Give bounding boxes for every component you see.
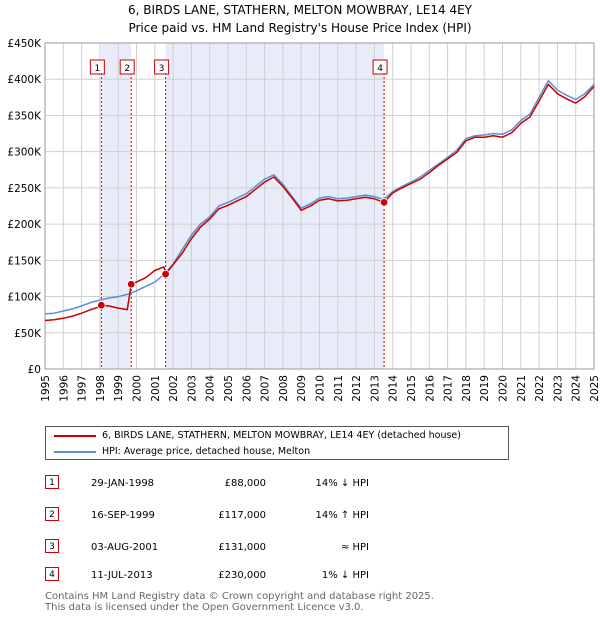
y-tick-label: £350K: [7, 110, 42, 122]
y-tick-label: £300K: [7, 147, 42, 159]
transaction-date: 03-AUG-2001: [91, 542, 159, 553]
x-tick-label: 2018: [461, 375, 473, 402]
x-tick-label: 2015: [406, 375, 418, 402]
legend-swatch-property: [54, 435, 96, 437]
sale-label-box: [89, 59, 105, 75]
transaction-price: £230,000: [218, 570, 266, 581]
x-tick-label: 2012: [351, 375, 363, 402]
x-tick-label: 2025: [589, 375, 600, 402]
y-tick-label: £150K: [7, 255, 42, 267]
sale-label-text: 3: [159, 64, 165, 74]
transaction-row: 3 03-AUG-2001 £131,000 ≈ HPI: [0, 539, 600, 557]
sale-label-box: [372, 59, 388, 75]
property-series-line: [44, 83, 595, 322]
transaction-vs-hpi: ≈ HPI: [340, 542, 369, 553]
x-tick-label: 1999: [113, 375, 125, 402]
sale-point: [97, 301, 106, 310]
transaction-price: £88,000: [224, 478, 266, 489]
transaction-price: £117,000: [218, 510, 266, 521]
y-tick-label: £0: [28, 364, 41, 376]
x-tick-label: 2006: [241, 375, 253, 402]
transaction-date: 29-JAN-1998: [91, 478, 155, 489]
x-tick-label: 2007: [260, 375, 272, 402]
legend: 6, BIRDS LANE, STATHERN, MELTON MOWBRAY,…: [45, 426, 509, 460]
transaction-price: £131,000: [218, 542, 266, 553]
x-tick-label: 2009: [296, 375, 308, 402]
legend-label-property: 6, BIRDS LANE, STATHERN, MELTON MOWBRAY,…: [102, 430, 461, 441]
sale-label-box: [154, 59, 170, 75]
footer-copyright: Contains HM Land Registry data © Crown c…: [45, 591, 434, 602]
x-tick-label: 2011: [333, 375, 345, 402]
transaction-row: 1 29-JAN-1998 £88,000 14% ↓ HPI: [0, 475, 600, 493]
plot-border: [44, 42, 595, 370]
transaction-number: 3: [45, 539, 59, 553]
x-tick-label: 2021: [516, 375, 528, 402]
transaction-vs-hpi: 1% ↓ HPI: [321, 570, 369, 581]
y-tick-label: £200K: [7, 219, 42, 231]
x-tick-label: 2023: [552, 375, 564, 402]
transaction-vs-hpi: 14% ↓ HPI: [315, 478, 369, 489]
x-tick-label: 1997: [77, 375, 89, 402]
y-tick-label: £400K: [7, 74, 42, 86]
transaction-date: 11-JUL-2013: [91, 570, 153, 581]
x-tick-label: 1998: [95, 375, 107, 402]
x-tick-label: 2002: [168, 375, 180, 402]
y-tick-label: £100K: [7, 292, 42, 304]
x-tick-label: 1995: [40, 375, 52, 402]
shaded-range: [165, 43, 385, 369]
price-chart: 1 2 3 4 £0 £50K £100K £150K £200K £250K £300K £350K…: [7, 38, 600, 402]
x-tick-label: 2000: [132, 375, 144, 402]
x-tick-label: 2024: [571, 375, 583, 402]
transaction-number: 2: [45, 507, 59, 521]
y-tick-label: £50K: [14, 328, 42, 340]
shaded-range: [101, 43, 132, 369]
x-tick-label: 2016: [424, 375, 436, 402]
x-tick-label: 2013: [369, 375, 381, 402]
y-tick-label: £450K: [7, 38, 42, 50]
x-tick-label: 1996: [58, 375, 70, 402]
transaction-row: 2 16-SEP-1999 £117,000 14% ↑ HPI: [0, 507, 600, 525]
chart-subtitle: Price paid vs. HM Land Registry's House …: [128, 21, 472, 35]
y-tick-label: £250K: [7, 183, 42, 195]
x-tick-label: 2020: [498, 375, 510, 402]
x-tick-label: 2010: [315, 375, 327, 402]
transaction-vs-hpi: 14% ↑ HPI: [315, 510, 369, 521]
transaction-date: 16-SEP-1999: [91, 510, 155, 521]
sale-label-text: 2: [124, 64, 130, 74]
x-tick-label: 2014: [388, 375, 400, 402]
sale-point: [126, 280, 136, 289]
transaction-number: 4: [45, 567, 59, 581]
x-tick-label: 2017: [443, 375, 455, 402]
x-tick-label: 2022: [534, 375, 546, 402]
sale-label-text: 1: [94, 64, 100, 74]
sale-label-text: 4: [377, 64, 383, 74]
footer-licence: This data is licensed under the Open Gov…: [45, 602, 364, 613]
sale-label-box: [119, 59, 135, 75]
x-tick-label: 2004: [205, 375, 217, 402]
sale-point: [379, 198, 389, 207]
legend-swatch-hpi: [54, 451, 96, 453]
x-tick-label: 2001: [150, 375, 162, 402]
transaction-number: 1: [45, 475, 59, 489]
footer: Contains HM Land Registry data © Crown c…: [45, 591, 434, 613]
hpi-series-line: [44, 79, 595, 315]
transaction-row: 4 11-JUL-2013 £230,000 1% ↓ HPI: [0, 567, 600, 585]
x-tick-label: 2005: [223, 375, 235, 402]
legend-label-hpi: HPI: Average price, detached house, Melt…: [102, 446, 311, 457]
sale-point: [161, 269, 170, 279]
x-tick-label: 2019: [479, 375, 491, 402]
x-tick-label: 2008: [278, 375, 290, 402]
x-tick-label: 2003: [186, 375, 198, 402]
chart-title: 6, BIRDS LANE, STATHERN, MELTON MOWBRAY,…: [128, 3, 472, 17]
